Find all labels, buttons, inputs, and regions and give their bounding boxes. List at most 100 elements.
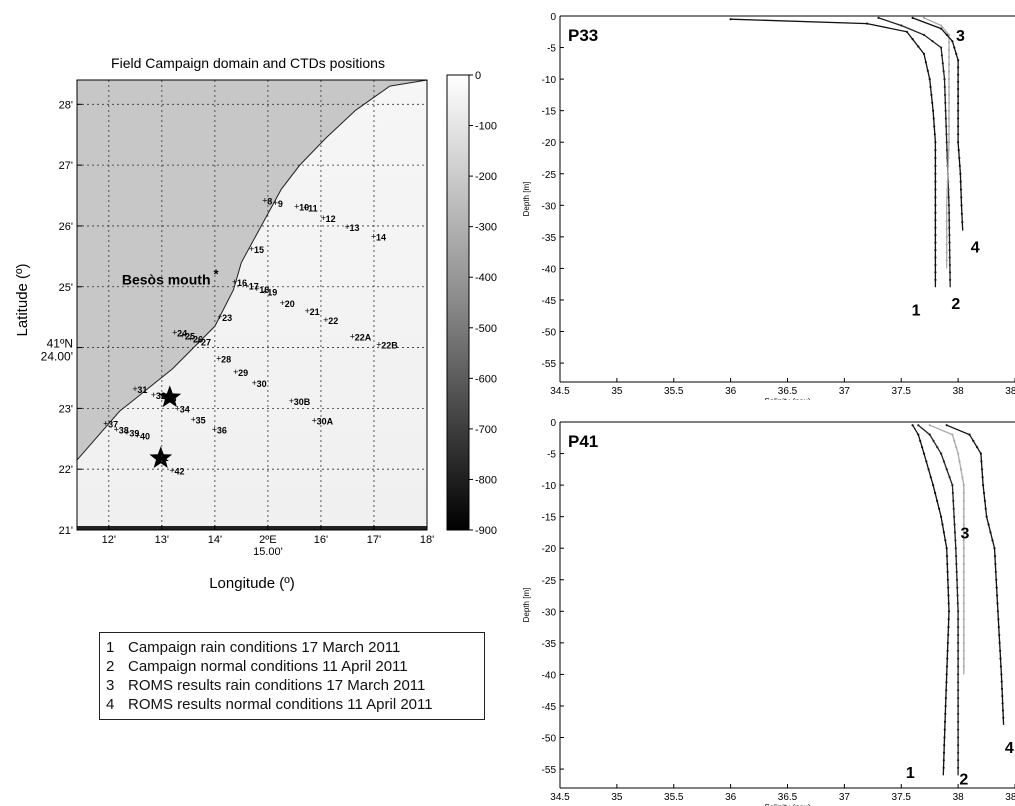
- series-point-2: [948, 256, 951, 259]
- series-point-4: [957, 117, 960, 120]
- series-point-1: [932, 484, 935, 487]
- series-point-2: [956, 586, 959, 589]
- legend-item-number: 1: [106, 639, 115, 656]
- series-point-3: [962, 539, 965, 542]
- x-tick-label: 35: [611, 386, 623, 397]
- station-label: 40: [140, 432, 150, 442]
- map-x-tick-label: 18': [420, 534, 434, 546]
- series-label: 1: [912, 302, 921, 319]
- series-point-1: [947, 594, 950, 597]
- y-tick-label: -5: [547, 44, 556, 55]
- series-point-4: [982, 484, 985, 487]
- series-point-4: [980, 460, 983, 463]
- series-point-1: [945, 673, 948, 676]
- y-tick-label: -40: [542, 670, 557, 681]
- series-point-1: [947, 618, 950, 621]
- series-point-3: [947, 48, 951, 51]
- series-line-2: [878, 17, 951, 288]
- series-point-1: [933, 133, 936, 136]
- series-point-1: [942, 766, 945, 769]
- map-y-tick-label: 22': [59, 464, 73, 476]
- x-tick-label: 36: [725, 386, 737, 397]
- series-point-4: [958, 164, 961, 167]
- series-point-4: [951, 40, 954, 43]
- series-label: 3: [956, 28, 965, 45]
- series-point-2: [936, 446, 939, 449]
- series-point-1: [729, 18, 732, 21]
- y-tick-label: -20: [542, 544, 557, 555]
- series-point-3: [946, 180, 949, 183]
- series-point-1: [947, 633, 950, 637]
- series-point-4: [991, 539, 994, 542]
- colorbar-tick-label: -300: [475, 222, 497, 234]
- series-point-2: [953, 531, 957, 534]
- series-point-3: [957, 452, 960, 455]
- station-marker: +: [252, 378, 257, 388]
- series-point-1: [944, 539, 947, 542]
- x-tick-label: 35.5: [664, 792, 684, 803]
- series-point-3: [945, 235, 948, 238]
- series-point-4: [957, 133, 960, 136]
- series-point-2: [954, 547, 957, 550]
- series-point-3: [962, 570, 965, 573]
- station-marker: +: [350, 332, 355, 342]
- series-point-3: [947, 117, 951, 120]
- series-point-3: [961, 476, 964, 479]
- x-tick-label: 36: [725, 792, 737, 803]
- series-point-2: [943, 78, 946, 81]
- series-point-1: [928, 78, 931, 81]
- series-point-3: [946, 188, 949, 191]
- series-point-1: [917, 433, 920, 436]
- series-point-3: [947, 33, 951, 37]
- map-x-tick-label: 17': [367, 534, 381, 546]
- x-tick-label: 35: [611, 792, 623, 803]
- series-point-2: [957, 689, 960, 692]
- x-tick-label: 38: [953, 386, 965, 397]
- series-point-2: [932, 439, 935, 442]
- series-line-1: [730, 18, 937, 288]
- series-point-3: [962, 523, 965, 526]
- series-point-4: [981, 476, 984, 479]
- series-point-1: [866, 22, 869, 25]
- x-tick-label: 34.5: [550, 792, 570, 803]
- series-point-3: [947, 41, 951, 44]
- series-point-3: [947, 109, 951, 112]
- x-tick-label: 38: [953, 792, 965, 803]
- series-point-2: [952, 499, 955, 502]
- series-point-4: [955, 52, 958, 56]
- series-point-2: [941, 62, 944, 65]
- series-point-2: [917, 424, 920, 427]
- series-point-4: [960, 196, 963, 199]
- map-y-tick-label: 23': [59, 403, 73, 415]
- series-point-3: [947, 101, 951, 104]
- legend-item-number: 3: [106, 677, 115, 694]
- colorbar-tick-label: -700: [475, 424, 497, 436]
- station-label: 11: [308, 204, 318, 214]
- series-point-1: [934, 204, 937, 207]
- series-point-1: [934, 149, 937, 152]
- legend-item: 4 ROMS results normal conditions 11 April…: [106, 696, 433, 713]
- station-marker: +: [169, 465, 174, 475]
- series-point-1: [936, 499, 939, 502]
- series-point-1: [942, 759, 945, 762]
- series-point-4: [983, 499, 986, 502]
- series-point-1: [934, 491, 937, 495]
- series-point-2: [948, 211, 951, 214]
- series-label: 4: [1005, 740, 1014, 757]
- series-point-3: [962, 602, 965, 605]
- series-point-3: [947, 133, 951, 136]
- series-point-2: [944, 109, 947, 112]
- station-marker: +: [114, 425, 119, 435]
- series-point-2: [957, 618, 960, 621]
- series-point-1: [934, 234, 937, 237]
- series-label: 1: [906, 765, 915, 782]
- y-tick-label: -35: [542, 233, 557, 244]
- series-point-4: [940, 27, 943, 30]
- series-point-3: [955, 446, 958, 449]
- series-point-1: [927, 468, 930, 471]
- station-marker: +: [191, 414, 196, 424]
- series-point-3: [947, 156, 950, 160]
- series-point-2: [940, 452, 943, 455]
- series-point-1: [934, 188, 937, 191]
- y-tick-label: -5: [547, 450, 556, 461]
